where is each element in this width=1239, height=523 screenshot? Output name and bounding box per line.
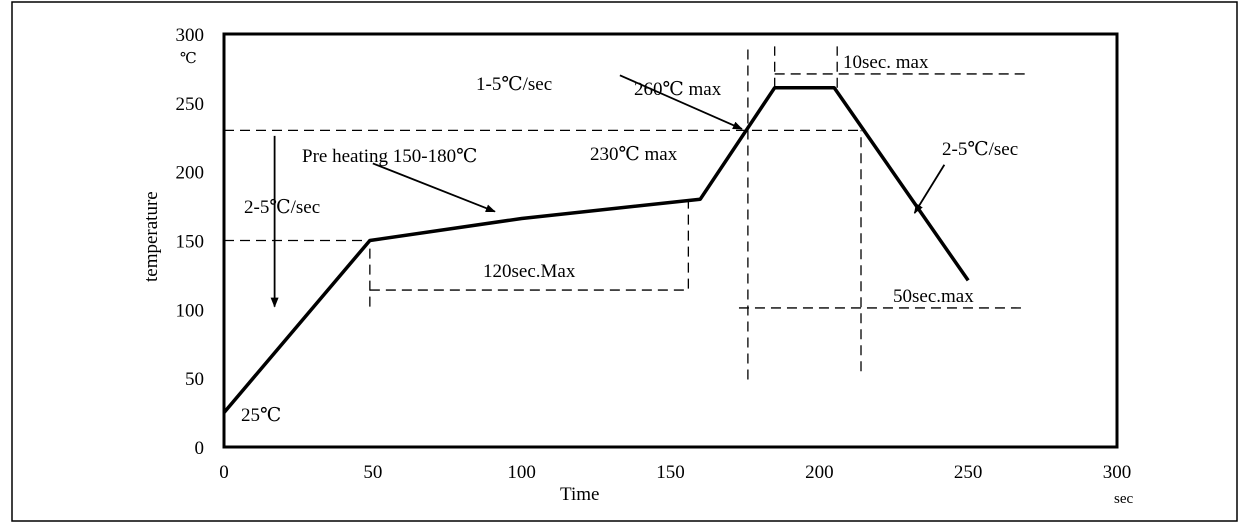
annotation-peak-temp: 260℃ max	[634, 79, 722, 100]
annotation-start-temp: 25℃	[241, 405, 281, 426]
x-tick-label: 250	[954, 462, 983, 483]
annotation-ramp-rate-2: 1-5℃/sec	[476, 74, 552, 95]
annotation-preheat-time: 120sec.Max	[483, 261, 576, 282]
annotation-above-230-time: 50sec.max	[893, 286, 974, 307]
annotation-ramp-up-rate: 2-5℃/sec	[244, 197, 320, 218]
y-tick-label: 100	[176, 300, 205, 321]
arrow-layer	[270, 74, 946, 308]
annotation-reflow-temp: 230℃ max	[590, 144, 678, 165]
y-tick-label: 150	[176, 232, 205, 253]
annotation-arrow-1	[372, 162, 496, 213]
y-tick-label: 0	[195, 438, 205, 459]
figure-border	[11, 1, 1238, 522]
x-tick-label: 150	[656, 462, 685, 483]
annotation-peak-time: 10sec. max	[843, 52, 929, 73]
annotation-arrow-3	[913, 164, 946, 214]
x-tick-label: 50	[363, 462, 382, 483]
guide-lines	[224, 46, 1028, 380]
y-axis-unit: ℃	[180, 51, 197, 67]
y-tick-label: 250	[176, 94, 205, 115]
x-axis-unit: sec	[1114, 491, 1133, 507]
annotation-arrow-2	[619, 74, 743, 130]
y-tick-label: 50	[185, 369, 204, 390]
y-axis-label: temperature	[141, 191, 162, 282]
y-tick-labels: 0 50 100 150 200 250 300	[176, 25, 205, 459]
series-line-0	[222, 85, 970, 414]
annotation-cool-rate: 2-5℃/sec	[942, 139, 1018, 160]
x-tick-labels: 0 50 100 150 200 250 300	[219, 462, 1131, 483]
x-tick-label: 300	[1103, 462, 1132, 483]
y-tick-label: 300	[176, 25, 205, 46]
y-tick-label: 200	[176, 163, 205, 184]
x-tick-label: 100	[507, 462, 536, 483]
x-tick-label: 200	[805, 462, 834, 483]
x-tick-label: 0	[219, 462, 229, 483]
annotation-preheat: Pre heating 150-180℃	[302, 146, 477, 167]
series-layer	[222, 85, 970, 414]
x-axis-label: Time	[560, 484, 599, 505]
